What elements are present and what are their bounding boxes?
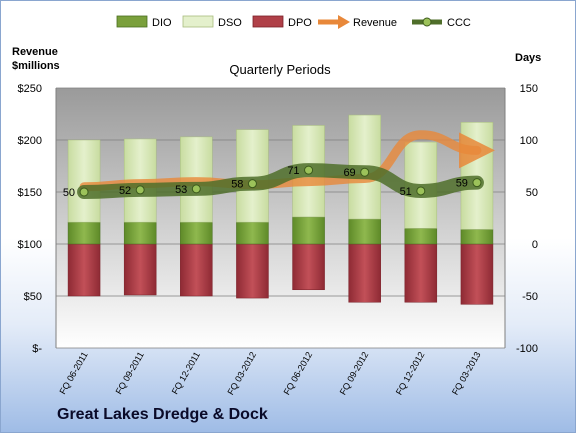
ccc-data-label: 52	[119, 185, 131, 197]
bars	[67, 114, 494, 305]
left-tick-label: $250	[18, 83, 42, 95]
left-tick-label: $-	[32, 343, 42, 355]
legend: DIO DSO DPO Revenue CCC	[116, 15, 471, 29]
x-tick-label: FQ 06-2012	[282, 350, 315, 397]
ccc-point	[416, 186, 426, 196]
x-tick-label: FQ 03-2012	[225, 350, 258, 397]
x-tick-label: FQ 06-2011	[57, 350, 89, 396]
ccc-data-label: 53	[175, 184, 187, 196]
legend-label: Revenue	[353, 17, 397, 29]
bar-dio	[123, 221, 157, 245]
legend-label: CCC	[447, 17, 471, 29]
bar-dpo	[460, 243, 494, 305]
right-tick-label: 0	[532, 239, 538, 251]
legend-label: DPO	[288, 17, 312, 29]
company-name: Great Lakes Dredge & Dock	[57, 406, 268, 423]
right-tick-label: -100	[516, 343, 538, 355]
ccc-data-label: 71	[287, 165, 299, 177]
right-axis-label: Days	[515, 52, 542, 64]
x-tick-label: FQ 09-2011	[114, 350, 146, 396]
ccc-data-label: 59	[456, 178, 468, 190]
left-tick-label: $100	[18, 239, 42, 251]
legend-label: DIO	[152, 17, 172, 29]
bar-dpo	[67, 243, 101, 297]
ccc-point	[247, 179, 257, 189]
ccc-point	[472, 178, 482, 188]
ccc-data-label: 58	[231, 179, 243, 191]
ccc-data-label: 51	[400, 186, 412, 198]
bar-dio	[292, 216, 325, 245]
left-axis-label: Revenue $millions	[12, 45, 82, 73]
bar-dpo	[180, 243, 213, 297]
bar-dpo	[404, 243, 438, 303]
legend-marker	[422, 17, 432, 27]
bar-dpo	[236, 243, 269, 299]
ccc-point	[79, 187, 89, 197]
ccc-data-label: 50	[63, 187, 75, 199]
x-tick-label: FQ 12-2011	[170, 350, 202, 396]
bar-dio	[348, 218, 381, 245]
left-axis-label-line2: $millions	[12, 60, 60, 72]
legend-swatch	[182, 15, 214, 28]
bar-dio	[404, 228, 438, 245]
bar-dio	[67, 221, 101, 245]
bar-dpo	[123, 243, 157, 296]
bar-dio	[460, 229, 494, 245]
left-tick-label: $150	[18, 187, 42, 199]
plot-area	[56, 88, 505, 348]
ccc-point	[191, 184, 201, 194]
left-tick-label: $200	[18, 135, 42, 147]
legend-arrow-head	[338, 15, 350, 29]
ccc-point	[135, 185, 145, 195]
ccc-data-label: 69	[343, 167, 355, 179]
x-tick-label: FQ 12-2012	[394, 350, 427, 397]
right-tick-label: 50	[526, 187, 538, 199]
right-tick-label: 150	[520, 83, 538, 95]
ccc-point	[360, 167, 370, 177]
right-tick-label: -50	[522, 291, 538, 303]
chart-subtitle: Quarterly Periods	[229, 62, 331, 77]
bar-dpo	[348, 243, 381, 303]
x-tick-label: FQ 03-2013	[450, 350, 483, 397]
ccc-series: 50 52 53 58 71 69 51 59	[63, 163, 484, 199]
right-tick-label: 100	[520, 135, 538, 147]
x-tick-label: FQ 09-2012	[338, 350, 371, 397]
bar-dso	[67, 139, 101, 223]
ccc-point	[304, 165, 314, 175]
legend-label: DSO	[218, 17, 242, 29]
left-tick-label: $50	[24, 291, 42, 303]
bar-dio	[236, 221, 269, 245]
legend-swatch	[252, 15, 284, 28]
bar-dio	[180, 221, 213, 245]
bar-dpo	[292, 243, 325, 291]
left-axis-label-line1: Revenue	[12, 46, 58, 58]
legend-swatch	[116, 15, 148, 28]
